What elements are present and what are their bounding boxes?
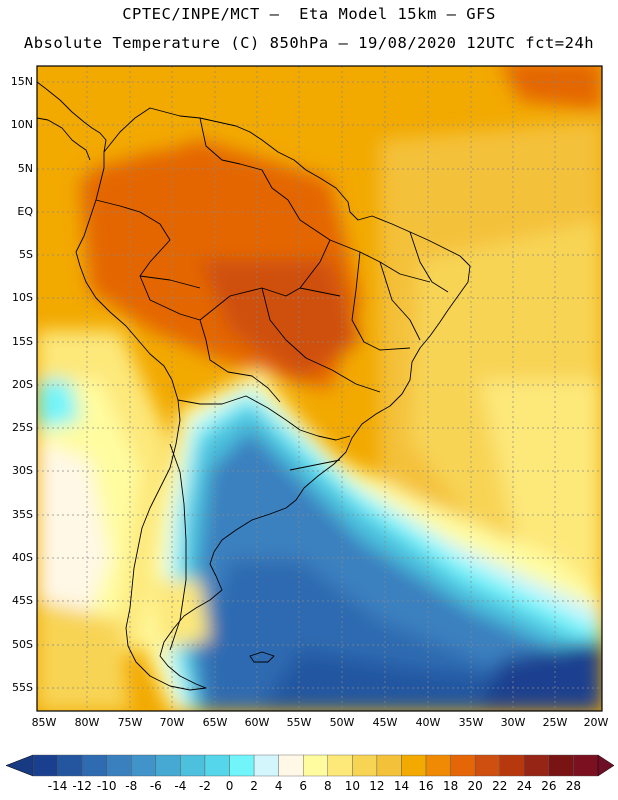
colorbar-tick-label: 10 [344,779,360,793]
lat-label: 25S [12,421,33,434]
lat-label: 20S [12,378,33,391]
colorbar-tick-label: 24 [516,779,532,793]
coastlines-and-borders [36,81,471,691]
lon-label: 25W [542,716,568,729]
colorbar-swatch [204,754,230,777]
lon-label: 50W [329,716,355,729]
colorbar-swatch [573,754,599,777]
colorbar-swatch [32,754,58,777]
colorbar-tick-label: 28 [565,779,582,793]
colorbar-tick-label: 6 [299,779,308,793]
colorbar-swatch [81,754,107,777]
colorbar-tick-label: 26 [541,779,557,793]
colorbar-tick-label: 4 [274,779,283,793]
lat-label: 5N [17,162,33,175]
colorbar-swatch [327,754,353,777]
colorbar-swatch [180,754,206,777]
lat-label: 10S [12,291,33,304]
colorbar-right-arrow [597,754,615,777]
colorbar-swatch [499,754,525,777]
colorbar-tick-label: -12 [72,779,92,793]
title-line-2: Absolute Temperature (C) 850hPa – 19/08/… [23,34,595,52]
colorbar-tick-label: -10 [96,779,117,793]
lat-label: 35S [12,508,33,521]
colorbar-swatch [548,754,574,777]
colorbar-tick-label: 18 [442,779,459,793]
colorbar-tick-label: -8 [125,779,138,793]
lat-label: 15N [10,75,33,88]
lat-label: 55S [12,681,33,694]
colorbar-swatch [155,754,181,777]
colorbar-swatch [376,754,402,777]
lat-label: 50S [12,638,33,651]
colorbar-tick-label: -6 [149,779,162,793]
lat-label: EQ [17,205,33,218]
colorbar-swatch [131,754,157,777]
colorbar-tick-label: -2 [198,779,211,793]
temperature-field [37,66,602,711]
colorbar-tick-label: -4 [174,779,187,793]
colorbar-swatch [474,754,500,777]
lon-label: 70W [159,716,185,729]
lon-label: 85W [31,716,57,729]
title-line-1: CPTEC/INPE/MCT – Eta Model 15km – GFS [122,5,496,23]
lat-label: 30S [12,464,33,477]
lat-label: 40S [12,551,33,564]
colorbar-swatch [278,754,304,777]
colorbar [5,754,615,777]
colorbar-tick-label: -14 [47,779,68,793]
colorbar-tick-label: 22 [492,779,508,793]
colorbar-swatch [253,754,279,777]
colorbar-swatch [57,754,83,777]
colorbar-swatch [352,754,378,777]
graticule [37,66,602,711]
lon-label: 30W [500,716,526,729]
lat-label: 10N [10,118,33,131]
lon-label: 35W [458,716,484,729]
colorbar-swatch [524,754,550,777]
colorbar-tick-label: 2 [250,779,258,793]
colorbar-left-arrow [5,754,34,777]
colorbar-swatch [106,754,132,777]
colorbar-swatch [425,754,451,777]
lon-label: 40W [415,716,441,729]
colorbar-tick-label: 16 [418,779,434,793]
colorbar-tick-label: 14 [393,779,410,793]
colorbar-swatch [401,754,427,777]
lon-label: 65W [202,716,228,729]
colorbar-tick-label: 20 [467,779,483,793]
lat-label: 5S [19,248,33,261]
colorbar-tick-label: 8 [323,779,332,793]
colorbar-swatch [450,754,476,777]
colorbar-tick-label: 0 [225,779,234,793]
colorbar-tick-label: 12 [369,779,385,793]
lon-label: 60W [244,716,270,729]
lat-label: 45S [12,594,33,607]
colorbar-swatch [303,754,328,777]
colorbar-swatch [229,754,255,777]
lon-label: 80W [74,716,100,729]
lon-label: 75W [117,716,143,729]
lon-label: 20W [583,716,609,729]
lon-label: 45W [372,716,398,729]
lon-label: 55W [286,716,312,729]
map-frame [36,65,603,712]
lat-label: 15S [12,335,33,348]
